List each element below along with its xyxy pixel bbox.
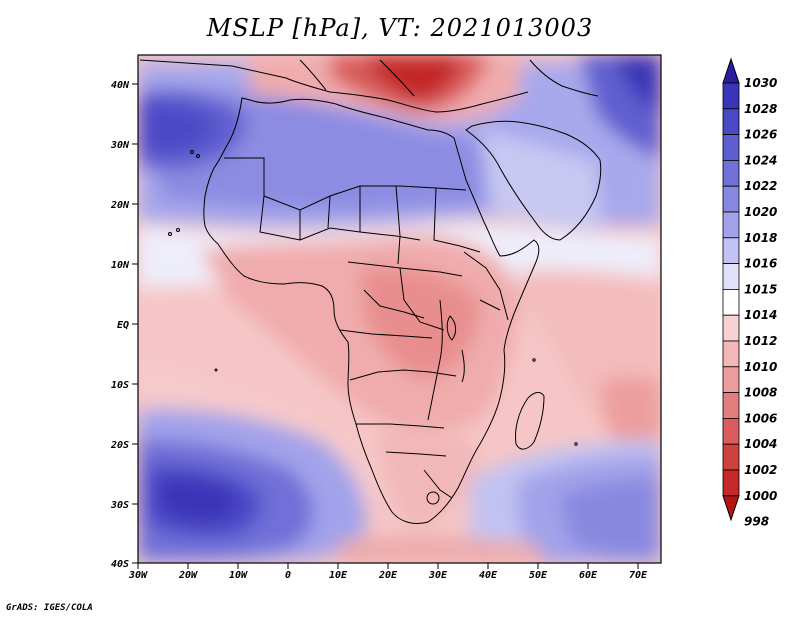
colorbar-level-label: 1015 [744,282,777,296]
colorbar-level-label: 998 [744,515,769,529]
map-frame [137,54,662,564]
colorbar-level-label: 1016 [744,257,777,271]
coastlines [139,59,602,525]
lon-label: 40E [479,570,498,581]
pressure-field [138,55,661,563]
grads-credit: GrADS: IGES/COLA [6,603,93,613]
lat-label: 30S [110,500,129,511]
lat-label: 20S [110,440,129,451]
lon-label: 70E [629,570,648,581]
colorbar-level-label: 1002 [744,463,777,477]
lon-label: 20W [178,570,198,581]
colorbar-swatch [722,263,740,290]
colorbar-level-label: 1020 [744,205,777,219]
colorbar-swatch [722,237,740,265]
lon-label: 10E [329,570,348,581]
colorbar-swatch [722,340,740,368]
colorbar-bottom-arrow [722,495,740,522]
lat-label: 40N [111,80,130,91]
colorbar-level-label: 1024 [744,153,777,167]
lon-label: 0 [285,570,291,581]
colorbar-level-label: 1012 [744,334,777,348]
colorbar-level-label: 1006 [744,411,777,425]
colorbar-swatch [722,211,740,239]
colorbar-level-label: 1004 [744,437,777,451]
lon-label: 10W [229,570,248,581]
lon-label: 30E [428,570,448,581]
colorbar-level-label: 1030 [744,76,777,90]
lat-label: 10N [111,260,130,271]
colorbar-swatch [722,443,740,471]
colorbar-level-label: 1000 [744,489,777,503]
colorbar-swatch [722,469,740,497]
colorbar-swatch [722,134,740,161]
lat-label: 20N [110,200,130,211]
lon-label: 30W [128,570,148,581]
lon-label: 50E [529,570,548,581]
lat-label: 10S [111,380,129,391]
colorbar-top-arrow [722,57,740,84]
lon-label: 60E [579,570,598,581]
colorbar-level-label: 1010 [744,360,777,374]
colorbar-level-label: 1022 [744,179,777,193]
lat-axis: 40N 30N 20N 10N EQ 10S 20S 30S 40S [110,80,138,570]
map-title: MSLP [hPa], VT: 2021013003 [206,14,594,42]
colorbar-swatch [722,159,740,187]
colorbar-swatch [722,82,740,110]
colorbar-swatch [722,392,740,419]
colorbar-swatch [722,288,740,316]
colorbar: 1030 1028 1026 1024 1022 1020 1018 1016 1015 1014… [722,57,777,529]
colorbar-level-label: 1026 [744,128,777,142]
lat-label: EQ [117,320,129,331]
lon-label: 20E [378,570,398,581]
colorbar-level-label: 1028 [744,102,777,116]
colorbar-level-label: 1008 [744,386,777,400]
lat-label: 30N [110,140,130,151]
lon-axis: 30W 20W 10W 0 10E 20E 30E 40E 50E 60E 70… [128,563,648,581]
colorbar-level-label: 1018 [744,231,777,245]
colorbar-swatch [722,185,740,213]
colorbar-swatch [722,366,740,393]
lat-label: 40S [111,559,129,570]
colorbar-swatch [722,314,740,342]
colorbar-level-label: 1014 [744,308,777,322]
colorbar-swatch [722,417,740,445]
colorbar-swatch [722,108,740,136]
